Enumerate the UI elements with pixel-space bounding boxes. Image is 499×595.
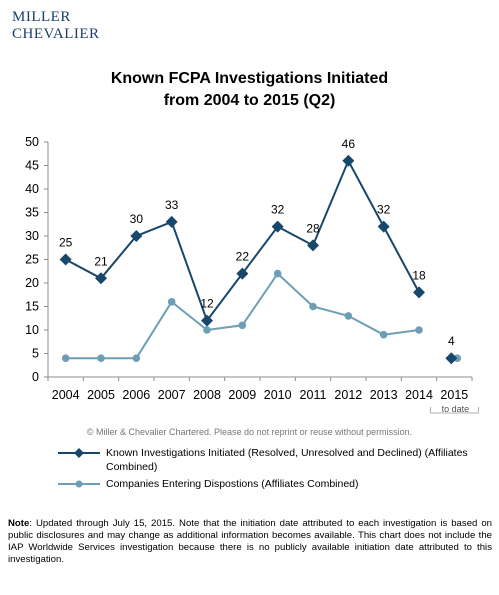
- x-tick-label: 2005: [87, 388, 115, 402]
- series-1-line: [65, 158, 420, 323]
- data-label: 30: [130, 212, 144, 226]
- series-1-point: [59, 253, 72, 266]
- series-1-point: [236, 267, 249, 280]
- legend-label-series-2: Companies Entering Dispostions (Affiliat…: [106, 478, 359, 490]
- x-tick-label: 2006: [122, 388, 150, 402]
- series-1-point: [165, 215, 178, 228]
- data-label: 46: [342, 137, 356, 151]
- note-label: Note: [8, 518, 30, 529]
- series-2-point: [344, 312, 353, 320]
- x-sublabel-to-date: to date: [442, 404, 470, 414]
- company-logo: MILLER CHEVALIER: [12, 10, 100, 42]
- y-tick-label: 5: [32, 347, 39, 361]
- y-tick-label: 20: [25, 276, 39, 290]
- data-label: 28: [306, 221, 320, 235]
- chart-title-line-1: Known FCPA Investigations Initiated: [110, 70, 389, 87]
- y-tick-label: 25: [25, 253, 39, 267]
- chart-legend: Known Investigations Initiated (Resolved…: [56, 446, 476, 494]
- series-2-point: [309, 302, 317, 311]
- series-1-point: [95, 272, 107, 285]
- note-text: : Updated through July 15, 2015. Note th…: [8, 518, 492, 565]
- legend-item-series-2: Companies Entering Dispostions (Affiliat…: [56, 477, 476, 491]
- series-1-point: [413, 286, 425, 299]
- series-1-point: [130, 230, 143, 242]
- series-2-line: [65, 272, 420, 360]
- legend-marker-diamond-icon: [58, 448, 100, 458]
- legend-item-series-1: Known Investigations Initiated (Resolved…: [56, 446, 476, 474]
- y-tick-label: 50: [25, 135, 39, 149]
- data-label: 4: [448, 334, 455, 348]
- logo-line-2: CHEVALIER: [12, 26, 100, 42]
- x-tick-label: 2009: [228, 388, 256, 402]
- y-tick-label: 0: [32, 370, 39, 384]
- y-tick-label: 40: [25, 182, 39, 196]
- x-tick-label: 2010: [264, 388, 292, 402]
- series-1-point: [377, 220, 390, 233]
- data-label: 33: [165, 198, 179, 212]
- line-chart: 0 5 10 15 20 25 30 35 40 45 50 2004 2005 2006 2007 2008…: [25, 135, 479, 414]
- y-tick-label: 30: [25, 229, 39, 243]
- x-tick-label: 2008: [193, 388, 221, 402]
- data-label: 18: [412, 268, 426, 282]
- series-1-point: [307, 239, 319, 252]
- y-tick-label: 10: [25, 323, 39, 337]
- data-label: 32: [377, 203, 391, 217]
- series-1-point: [271, 220, 284, 233]
- series-1-point: [342, 154, 355, 167]
- series-2-point: [379, 330, 388, 339]
- x-tick-label: 2013: [370, 388, 398, 402]
- series-1-point: [201, 314, 213, 327]
- x-tick-label: 2014: [405, 388, 433, 402]
- series-2-point: [167, 298, 176, 306]
- y-tick-label: 15: [25, 300, 39, 314]
- logo-line-1: MILLER: [12, 9, 71, 25]
- footnote: Note: Updated through July 15, 2015. Not…: [8, 518, 492, 566]
- y-tick-label: 35: [25, 206, 39, 220]
- series-2-point: [203, 326, 211, 334]
- data-label: 12: [200, 297, 214, 311]
- data-label: 22: [236, 250, 250, 264]
- legend-label-series-1: Known Investigations Initiated (Resolved…: [106, 447, 468, 473]
- copyright-notice: © Miller & Chevalier Chartered. Please d…: [86, 427, 413, 437]
- legend-marker-circle-icon: [58, 480, 100, 488]
- x-tick-label: 2012: [334, 388, 362, 402]
- x-tick-label: 2011: [300, 388, 327, 402]
- y-tick-label: 45: [25, 159, 39, 173]
- series-2-point: [238, 321, 247, 330]
- to-date-bracket: [429, 407, 479, 414]
- x-tick-label: 2004: [52, 388, 80, 402]
- series-2-point: [415, 326, 423, 334]
- series-2-point: [97, 354, 105, 363]
- series-1-point: [445, 352, 458, 365]
- chart-title-line-2: from 2004 to 2015 (Q2): [163, 92, 336, 109]
- data-label: 32: [271, 203, 285, 217]
- data-label: 21: [94, 254, 108, 268]
- x-tick-label: 2015: [440, 388, 468, 402]
- data-label: 25: [59, 236, 73, 250]
- x-tick-label: 2007: [158, 388, 186, 402]
- series-2-point: [132, 354, 141, 363]
- series-2-point: [61, 354, 70, 363]
- series-2-point: [273, 269, 282, 278]
